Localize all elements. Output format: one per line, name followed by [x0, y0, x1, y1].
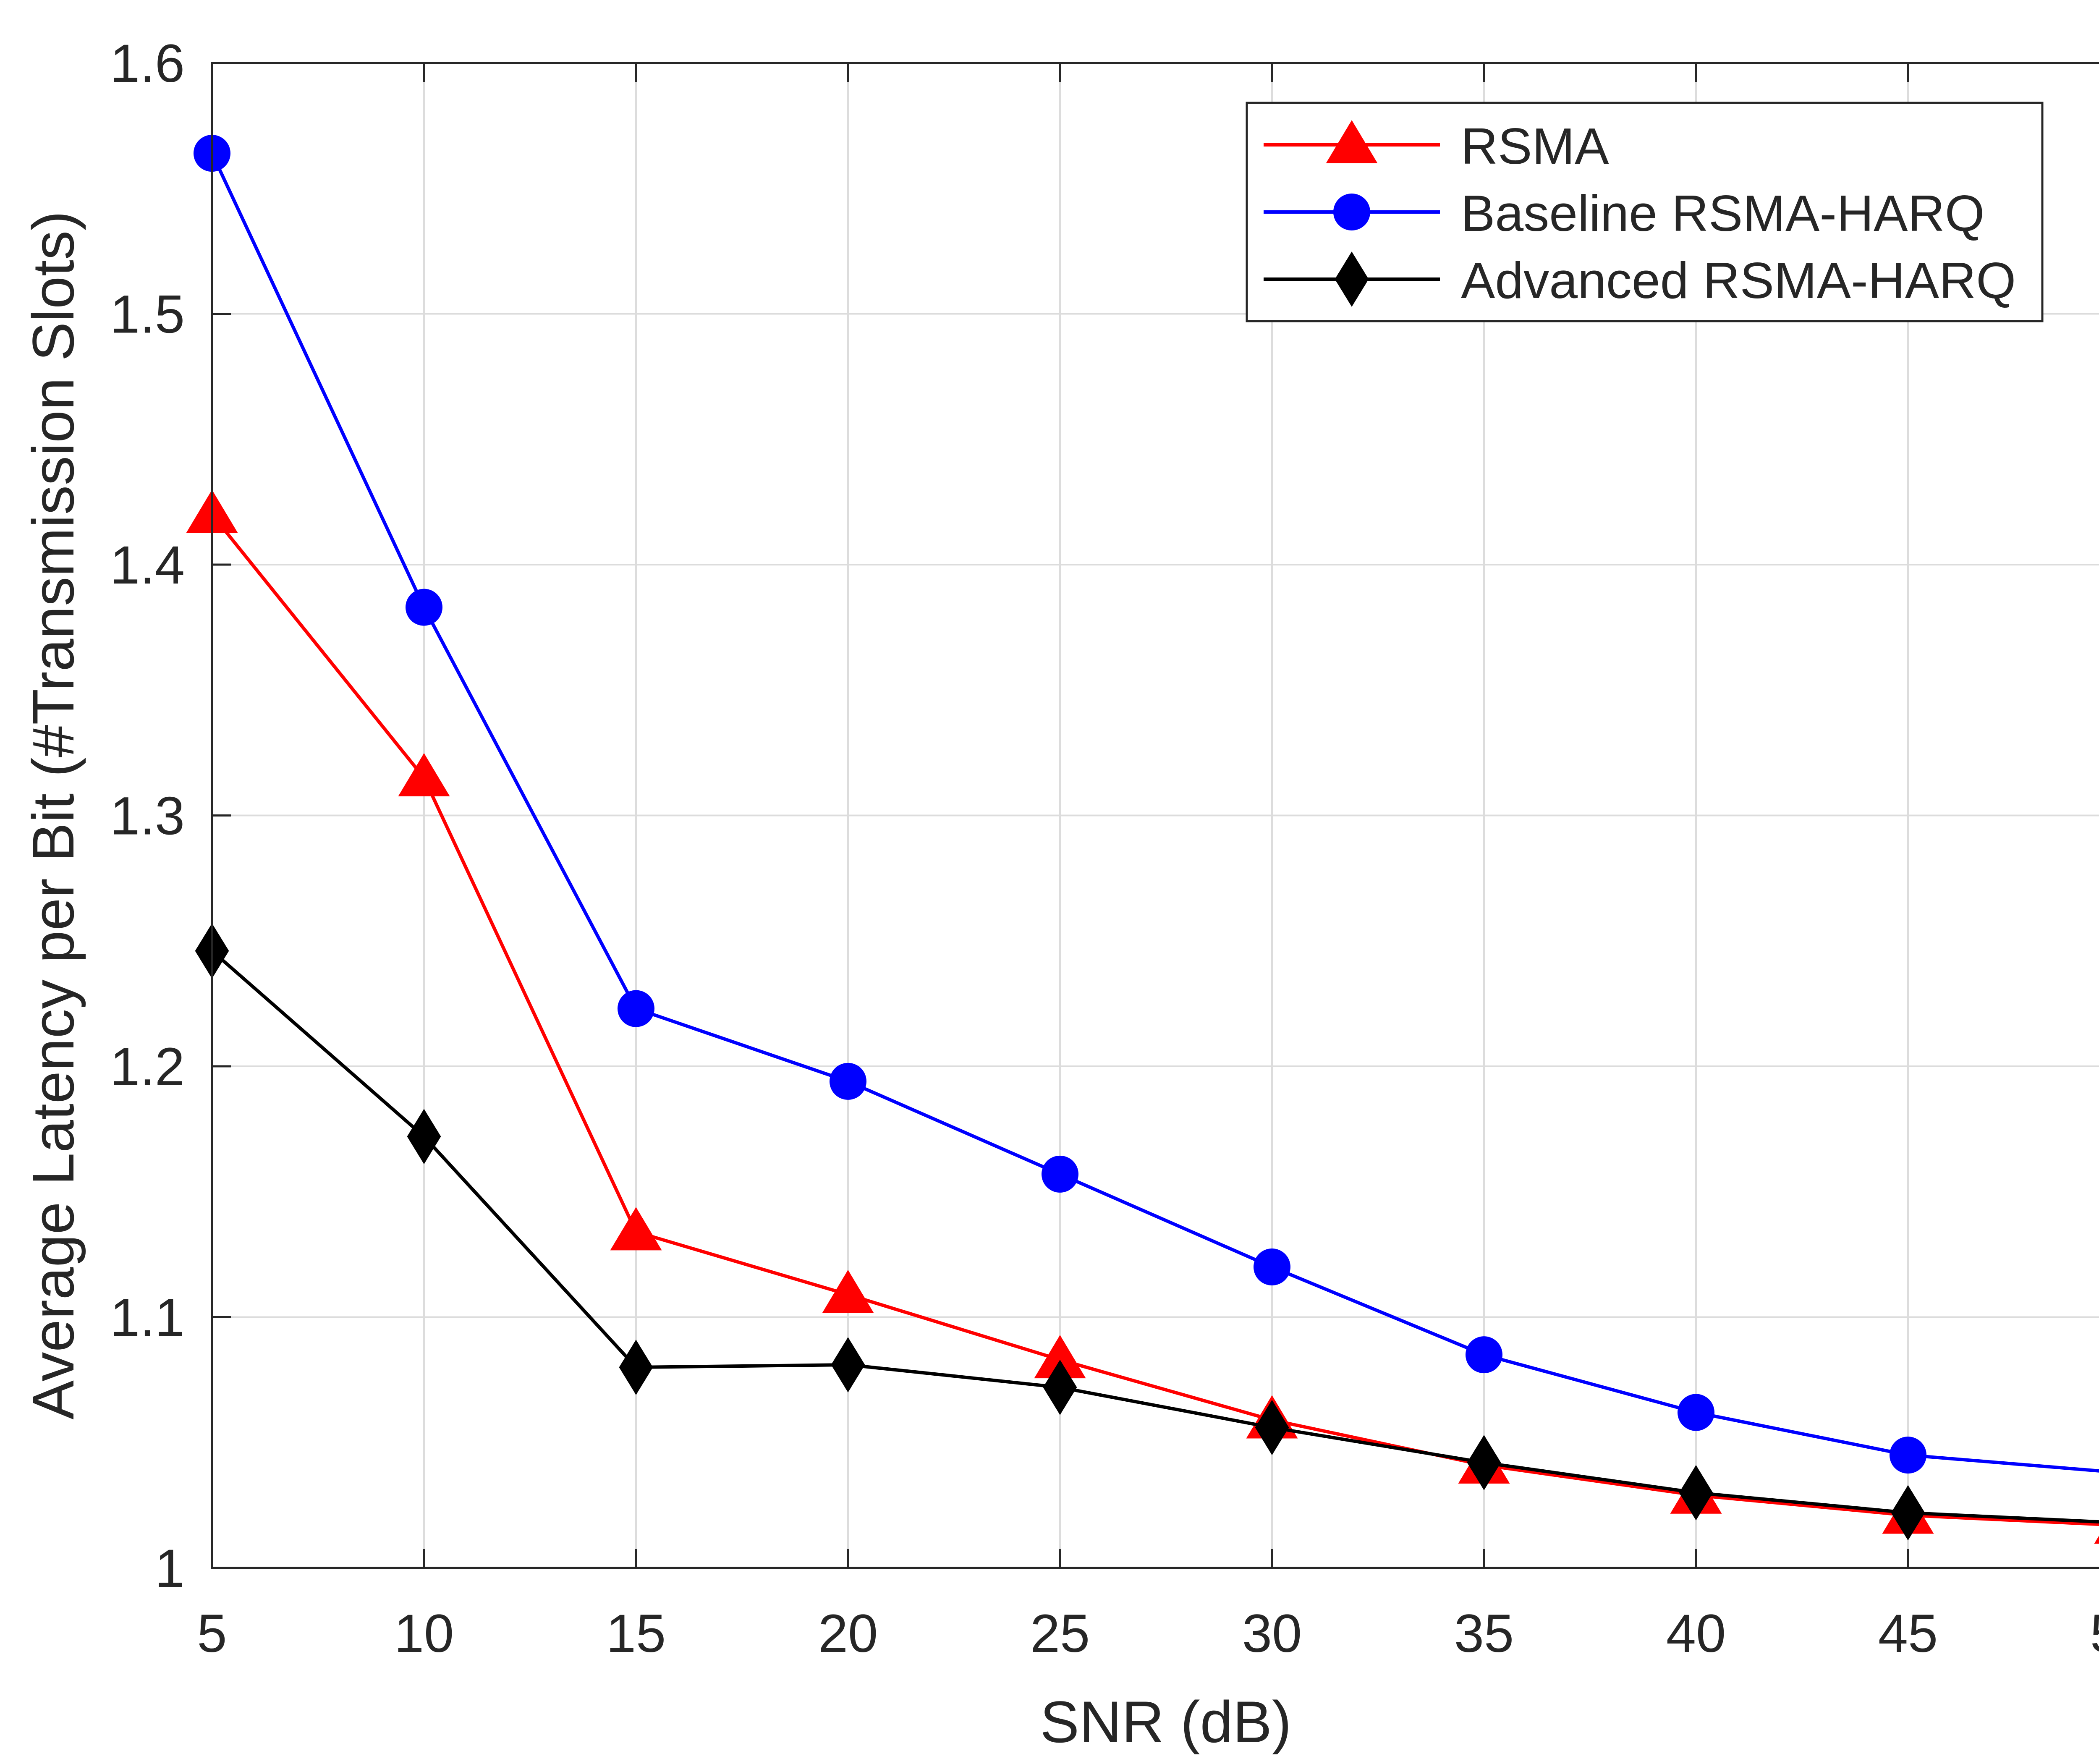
data-point: [830, 1063, 866, 1100]
y-tick-label: 1.4: [110, 535, 185, 595]
data-point: [1890, 1437, 1926, 1474]
series-layer: [186, 135, 2099, 1544]
legend: RSMA Baseline RSMA-HARQ Advanced RSMA-HARQ: [1246, 102, 2044, 322]
legend-label: Baseline RSMA-HARQ: [1461, 185, 1984, 242]
data-point: [1467, 1435, 1501, 1490]
data-point: [2094, 1536, 2099, 1544]
y-tick-label: 1.6: [110, 34, 185, 94]
y-tick-label: 1.1: [110, 1288, 185, 1348]
x-tick-label: 5: [197, 1604, 227, 1664]
series-line: [210, 152, 2099, 1473]
data-point: [831, 1337, 865, 1392]
x-tick-label: 20: [818, 1604, 878, 1664]
data-point: [1678, 1394, 1714, 1431]
x-axis-label: SNR (dB): [1040, 1689, 1292, 1755]
x-tick-label: 15: [606, 1604, 666, 1664]
legend-label: Advanced RSMA-HARQ: [1461, 252, 2016, 309]
data-point: [1254, 1248, 1290, 1285]
data-point: [407, 1109, 441, 1165]
data-point: [1466, 1336, 1502, 1374]
y-tick-label: 1.5: [110, 285, 185, 345]
y-axis-label: Average Latency per Bit (#Transmission S…: [20, 211, 86, 1419]
data-point: [619, 1340, 653, 1395]
axis-ticks: 5 10 15 20 25 30 35 40 45 50 1 1.1 1.2 1.3 1.4 1.5 1.6: [110, 34, 2099, 1664]
data-point: [1679, 1465, 1713, 1521]
y-tick-label: 1.3: [110, 786, 185, 846]
data-point: [398, 753, 450, 796]
x-tick-label: 35: [1454, 1604, 1514, 1664]
legend-marker: [1333, 194, 1370, 230]
x-tick-label: 50: [2090, 1604, 2099, 1664]
legend-label: RSMA: [1461, 118, 1609, 175]
data-point: [406, 589, 442, 626]
x-tick-label: 40: [1666, 1604, 1726, 1664]
data-point: [618, 990, 654, 1027]
data-point: [1043, 1359, 1077, 1415]
y-tick-label: 1.2: [110, 1037, 185, 1097]
x-tick-label: 30: [1242, 1604, 1302, 1664]
series-line: [210, 513, 2099, 1526]
data-point: [1042, 1155, 1078, 1193]
series-baseline-rsma-harq: [194, 135, 2099, 1474]
data-point: [1255, 1400, 1289, 1455]
data-point: [822, 1269, 874, 1313]
y-tick-label: 1: [155, 1539, 185, 1599]
x-tick-label: 45: [1878, 1604, 1938, 1664]
data-point: [1891, 1485, 1925, 1541]
legend-marker: [1335, 251, 1369, 307]
data-point: [610, 1207, 662, 1251]
x-tick-label: 25: [1030, 1604, 1090, 1664]
legend-marker: [1326, 120, 1378, 163]
x-tick-label: 10: [394, 1604, 454, 1664]
series-line: [211, 950, 2099, 1524]
